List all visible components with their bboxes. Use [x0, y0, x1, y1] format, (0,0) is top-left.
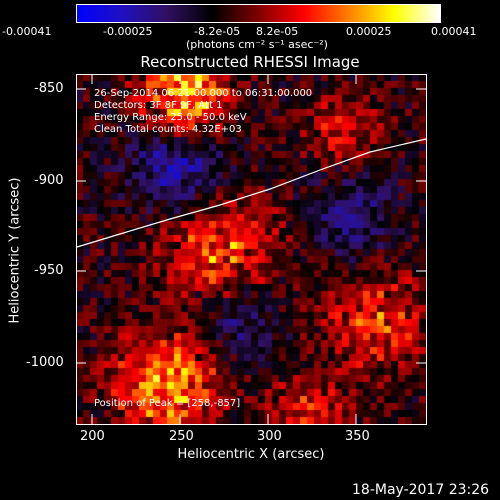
x-tick-label: 300 [257, 429, 282, 444]
y-tick-label: -950 [34, 263, 64, 278]
colorbar-tick-4: 8.2e-05 [256, 25, 299, 38]
x-tick-label: 250 [169, 429, 194, 444]
colorbar [76, 4, 440, 22]
info-energy-range: Energy Range: 25.0 - 50.0 keV [94, 112, 247, 123]
colorbar-frame [76, 4, 441, 23]
colorbar-tick-3: -8.2e-05 [194, 25, 241, 38]
y-tick-label: -850 [34, 81, 64, 96]
y-axis-label: Heliocentric Y (arcsec) [7, 177, 23, 324]
plot-title: Reconstructed RHESSI Image [140, 53, 360, 71]
colorbar-units: (photons cm⁻² s⁻¹ asec⁻²) [186, 38, 328, 51]
info-time-range: 26-Sep-2014 06:21:00.000 to 06:31:00.000 [94, 88, 313, 99]
colorbar-tick-5: 0.00025 [346, 25, 392, 38]
colorbar-tick-1: -0.00041 [2, 25, 52, 38]
x-axis-label: Heliocentric X (arcsec) [177, 447, 325, 462]
y-tick-label: -1000 [26, 355, 64, 370]
colorbar-tick-6: 0.00041 [431, 25, 477, 38]
x-tick-label: 350 [345, 429, 370, 444]
colorbar-tick-2: -0.00025 [103, 25, 153, 38]
x-tick-label: 200 [80, 429, 105, 444]
peak-position-label: Position of Peak = [258,-857] [94, 398, 241, 409]
info-detectors: Detectors: 3F 8F 9F, Att 1 [94, 100, 223, 111]
y-tick-label: -900 [34, 173, 64, 188]
footer-timestamp: 18-May-2017 23:26 [352, 482, 490, 498]
info-clean-counts: Clean Total counts: 4.32E+03 [94, 124, 242, 135]
